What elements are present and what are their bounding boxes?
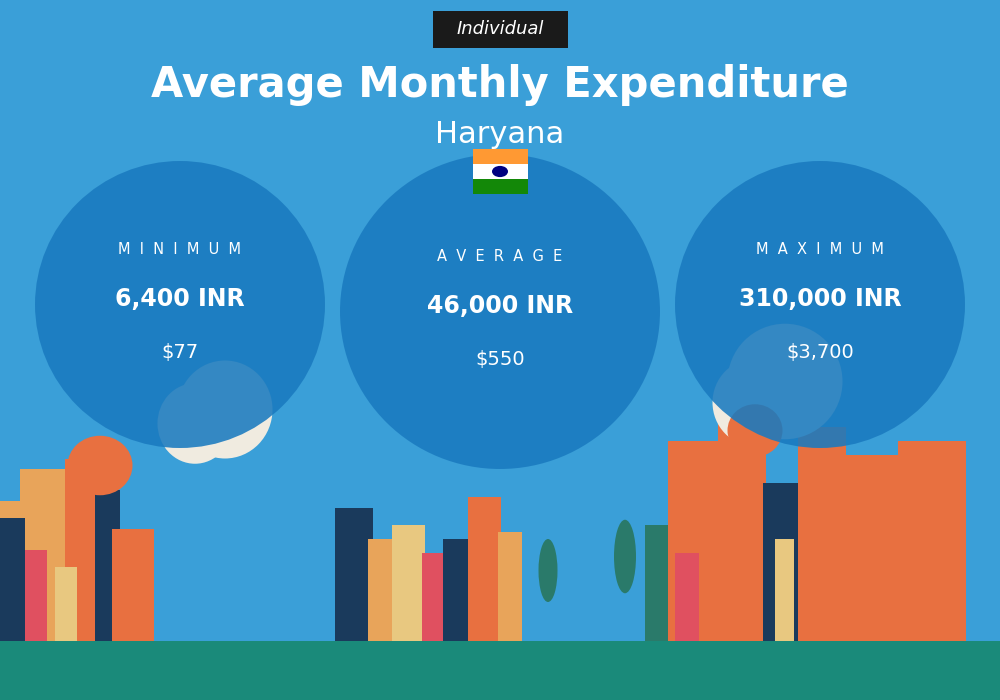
Bar <box>645 525 673 640</box>
Text: 6,400 INR: 6,400 INR <box>115 287 245 311</box>
Bar <box>368 539 396 640</box>
Text: 310,000 INR: 310,000 INR <box>739 287 901 311</box>
Bar <box>0 518 25 640</box>
Ellipse shape <box>340 154 660 469</box>
Text: Individual: Individual <box>456 20 544 38</box>
Ellipse shape <box>712 358 798 447</box>
Text: A  V  E  R  A  G  E: A V E R A G E <box>437 249 563 265</box>
Ellipse shape <box>675 161 965 448</box>
Ellipse shape <box>728 323 842 440</box>
Bar <box>473 148 528 164</box>
Bar <box>498 532 522 640</box>
Bar <box>763 483 801 640</box>
Bar <box>25 550 47 640</box>
Ellipse shape <box>68 435 132 496</box>
FancyBboxPatch shape <box>432 11 568 48</box>
Bar <box>473 164 528 179</box>
Bar <box>95 490 120 640</box>
Bar <box>112 528 154 640</box>
Text: $550: $550 <box>475 349 525 369</box>
Bar <box>675 553 699 640</box>
Bar <box>443 539 471 640</box>
Text: M  I  N  I  M  U  M: M I N I M U M <box>119 242 242 258</box>
Bar <box>775 539 794 640</box>
Text: $3,700: $3,700 <box>786 342 854 362</box>
Bar <box>798 427 846 640</box>
Bar <box>20 469 75 640</box>
Bar <box>898 441 966 640</box>
Bar <box>843 455 901 640</box>
Bar <box>668 441 723 640</box>
Bar <box>65 458 105 640</box>
Text: Haryana: Haryana <box>435 120 565 149</box>
Ellipse shape <box>728 405 782 457</box>
Ellipse shape <box>614 519 636 594</box>
Ellipse shape <box>538 539 558 602</box>
Ellipse shape <box>178 360 272 458</box>
Bar <box>0 640 1000 700</box>
Bar <box>392 525 425 640</box>
Bar <box>335 508 373 640</box>
Text: 46,000 INR: 46,000 INR <box>427 294 573 318</box>
Bar <box>468 497 501 640</box>
Circle shape <box>492 166 508 177</box>
Text: M  A  X  I  M  U  M: M A X I M U M <box>756 242 884 258</box>
Ellipse shape <box>158 384 232 463</box>
Bar <box>422 553 446 640</box>
Text: Average Monthly Expenditure: Average Monthly Expenditure <box>151 64 849 106</box>
Bar <box>473 179 528 194</box>
Text: $77: $77 <box>161 342 199 362</box>
Bar <box>718 413 766 640</box>
Bar <box>55 567 77 640</box>
Bar <box>0 500 30 640</box>
Ellipse shape <box>35 161 325 448</box>
